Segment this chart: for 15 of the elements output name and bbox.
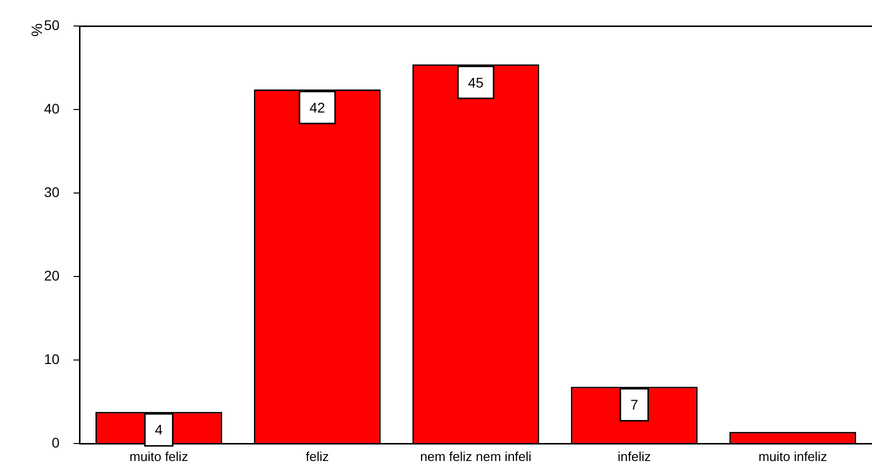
y-tick-label: 0 bbox=[52, 434, 60, 450]
y-tick-label: 30 bbox=[44, 184, 60, 200]
x-tick-label: feliz bbox=[306, 448, 329, 464]
x-tick-label: nem feliz nem infeli bbox=[420, 448, 532, 464]
data-label: 42 bbox=[310, 99, 326, 116]
y-tick-label: 50 bbox=[44, 16, 60, 33]
x-tick-label: muito infeliz bbox=[758, 448, 828, 464]
y-tick-label: 40 bbox=[44, 100, 60, 116]
data-label: 7 bbox=[630, 396, 638, 413]
data-label: 4 bbox=[154, 422, 163, 438]
x-tick-label: muito feliz bbox=[130, 448, 188, 464]
y-tick-label: 20 bbox=[44, 267, 60, 284]
data-label: 45 bbox=[468, 74, 484, 90]
x-tick-label: infeliz bbox=[618, 448, 651, 464]
y-tick-label: 10 bbox=[44, 350, 60, 367]
